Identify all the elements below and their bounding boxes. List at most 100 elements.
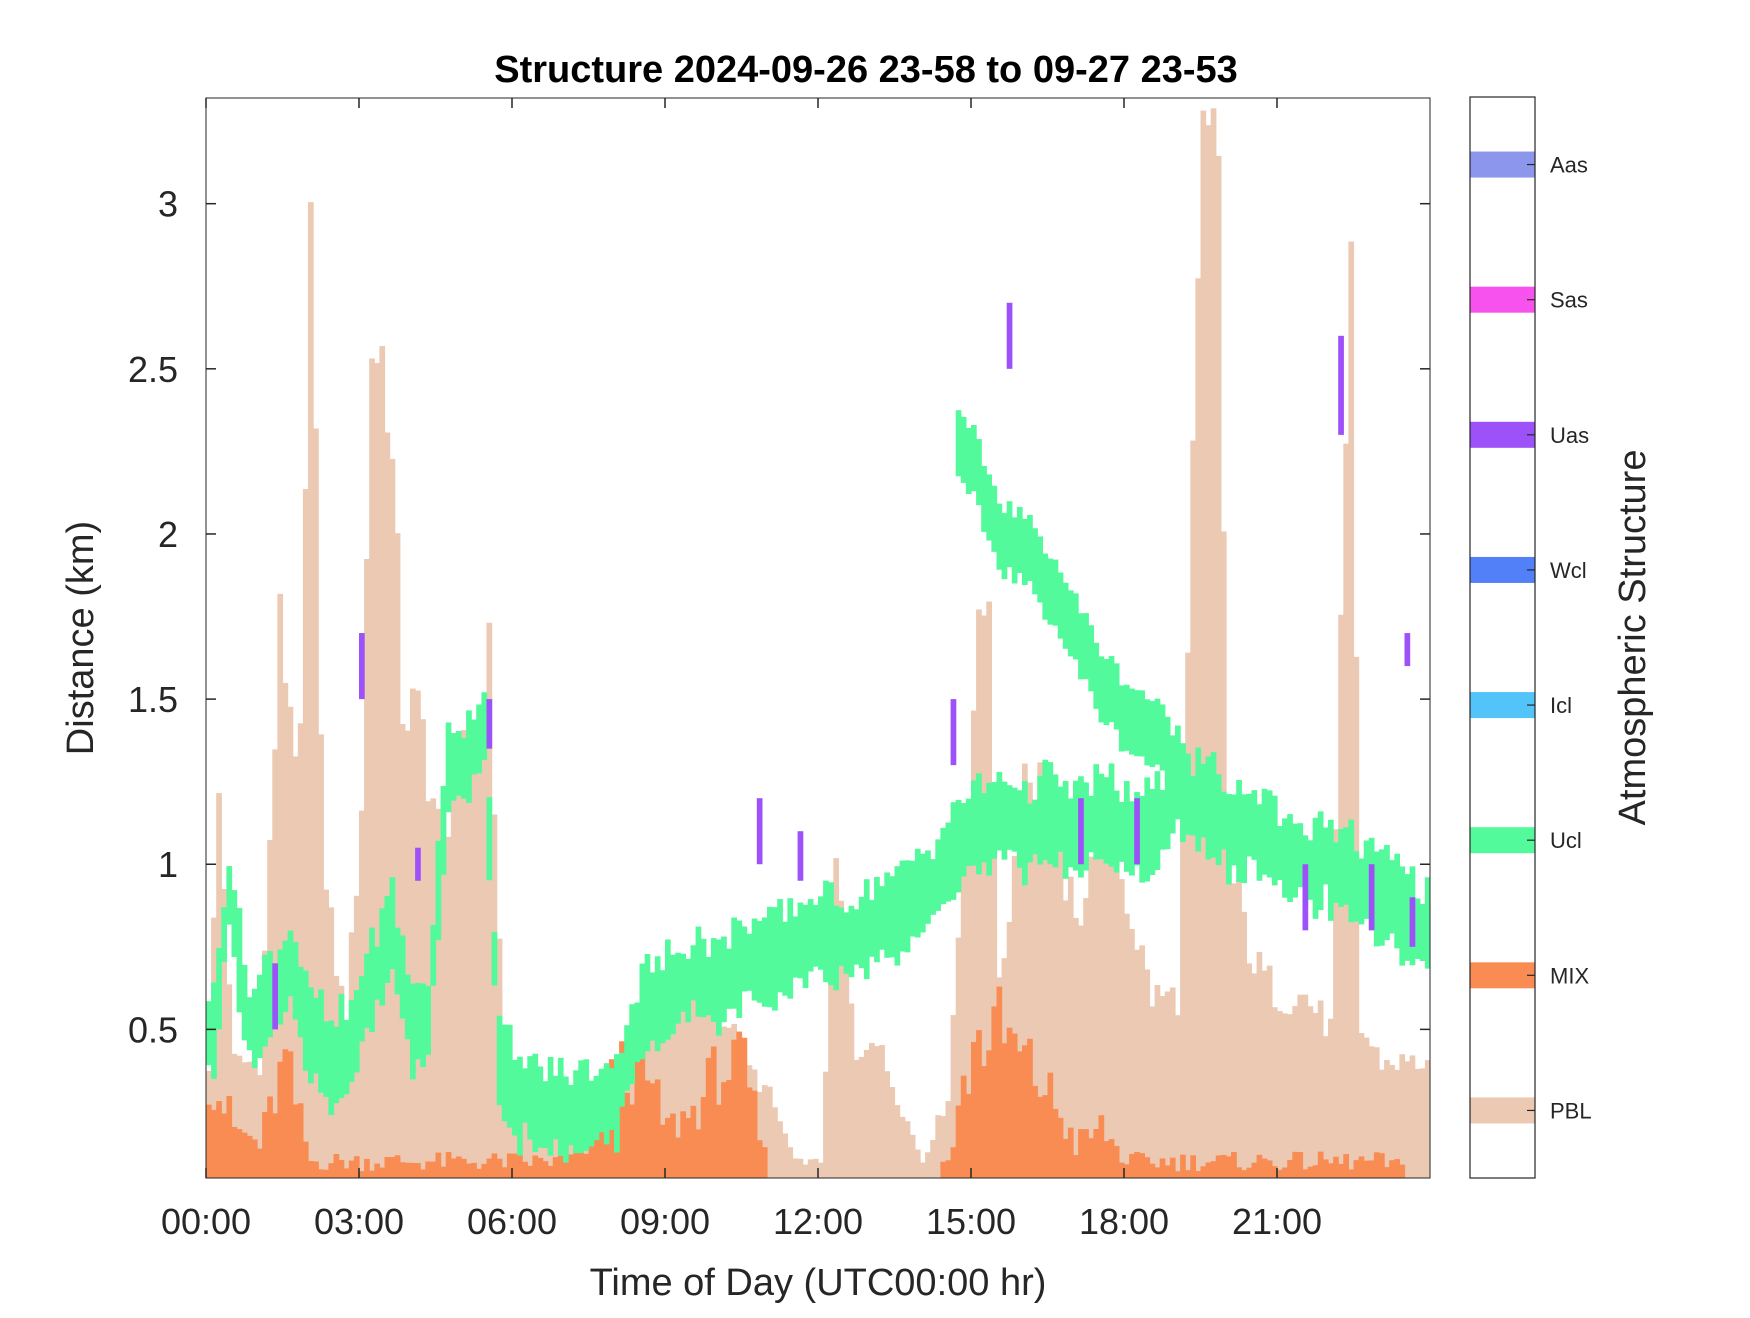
pbl-column: [1343, 443, 1349, 1178]
ucl-cell: [710, 938, 717, 1022]
pbl-column: [1047, 795, 1054, 1178]
pbl-column: [777, 1121, 783, 1178]
pbl-column: [1317, 1000, 1324, 1178]
mix-column: [1180, 1154, 1186, 1178]
pbl-column: [1180, 810, 1186, 1178]
ucl-cell: [573, 1070, 579, 1154]
ucl-cell: [476, 704, 482, 774]
mix-column: [1297, 1152, 1304, 1178]
mix-column: [644, 1080, 651, 1178]
mix-column: [410, 1162, 416, 1178]
ucl-cell: [874, 876, 880, 963]
ucl-cell: [1282, 818, 1288, 898]
pbl-column: [670, 1005, 676, 1178]
pbl-column: [522, 1071, 528, 1178]
ucl-cell: [1098, 773, 1105, 860]
ucl-cell: [588, 1080, 595, 1147]
pbl-column: [246, 1061, 253, 1178]
ucl-cell: [894, 866, 901, 966]
mix-column: [257, 1148, 263, 1178]
ucl-upper-cell: [955, 410, 962, 477]
mix-column: [986, 1050, 992, 1178]
y-tick-label: 0.5: [128, 1009, 178, 1050]
ucl-cell: [455, 731, 462, 796]
pbl-column: [909, 1134, 916, 1178]
mix-column: [313, 1161, 319, 1178]
pbl-column: [1277, 1011, 1283, 1178]
mix-column: [353, 1156, 360, 1178]
ucl-cell: [1307, 840, 1314, 900]
mix-column: [675, 1137, 681, 1178]
pbl-column: [1169, 987, 1176, 1178]
mix-column: [415, 1163, 421, 1178]
pbl-column: [1312, 1012, 1319, 1178]
pbl-column: [1231, 883, 1237, 1178]
mix-column: [1373, 1152, 1380, 1178]
ucl-cell: [1236, 780, 1242, 883]
ucl-cell: [1006, 785, 1013, 850]
pbl-column: [343, 1040, 350, 1178]
pbl-column: [318, 734, 324, 1178]
ucl-cell: [1159, 789, 1166, 850]
mix-column: [1353, 1160, 1360, 1178]
ucl-cell: [583, 1059, 590, 1151]
mix-column: [297, 1103, 304, 1178]
ucl-cell: [721, 936, 727, 1023]
pbl-column: [430, 798, 437, 1178]
pbl-column: [833, 858, 839, 1178]
pbl-column: [1088, 856, 1094, 1178]
pbl-column: [221, 889, 227, 1178]
mix-column: [1149, 1163, 1156, 1178]
uas-cells: [272, 302, 1416, 1030]
ucl-cell: [619, 1052, 625, 1107]
mix-column: [1057, 1117, 1064, 1178]
mix-column: [287, 1051, 294, 1178]
ucl-cell: [552, 1075, 559, 1140]
mix-column: [950, 1147, 957, 1178]
ucl-cell: [348, 999, 355, 1082]
mix-column: [1292, 1151, 1298, 1178]
pbl-column: [1073, 917, 1079, 1178]
ucl-cell: [593, 1075, 600, 1141]
ucl-cell: [420, 983, 426, 1068]
ucl-upper-cell: [1159, 704, 1166, 771]
ucl-cell: [1333, 842, 1339, 903]
ucl-cell: [833, 905, 839, 991]
ucl-cell: [665, 939, 671, 1040]
pbl-column: [884, 1071, 890, 1178]
mix-column: [721, 1082, 727, 1178]
pbl-column: [1042, 816, 1049, 1178]
mix-column: [1159, 1158, 1166, 1178]
ucl-cell: [1103, 777, 1110, 864]
ucl-cell: [731, 917, 737, 1009]
mix-column: [461, 1158, 467, 1178]
colorbar-frame: [1469, 96, 1536, 1179]
ucl-cell: [1251, 790, 1258, 860]
pbl-column: [1384, 1059, 1390, 1178]
ucl-cell: [1424, 877, 1430, 969]
uas-cell: [1338, 335, 1344, 435]
mix-column: [501, 1167, 508, 1178]
mix-column: [960, 1075, 967, 1178]
pbl-column: [394, 533, 401, 1178]
ucl-cell: [404, 974, 411, 1040]
ucl-cell: [945, 822, 952, 902]
ucl-cell: [481, 692, 488, 761]
colorbar-tick-label: Icl: [1550, 693, 1572, 718]
mix-column: [945, 1160, 952, 1178]
ucl-cell: [649, 972, 656, 1041]
ucl-upper-cell: [981, 465, 987, 532]
pbl-column: [1404, 1061, 1411, 1178]
ucl-cell: [353, 990, 360, 1073]
x-axis-label: Time of Day (UTC00:00 hr): [590, 1262, 1047, 1304]
pbl-column: [231, 1053, 238, 1178]
ucl-cell: [568, 1084, 574, 1146]
pbl-column: [930, 1139, 936, 1178]
uas-cell: [1368, 864, 1375, 931]
ucl-cell: [685, 958, 692, 1023]
mix-column: [1317, 1151, 1324, 1178]
ucl-cell: [797, 902, 804, 979]
ucl-cell: [848, 905, 855, 978]
mix-column: [236, 1129, 243, 1178]
mix-column: [1027, 1038, 1033, 1178]
